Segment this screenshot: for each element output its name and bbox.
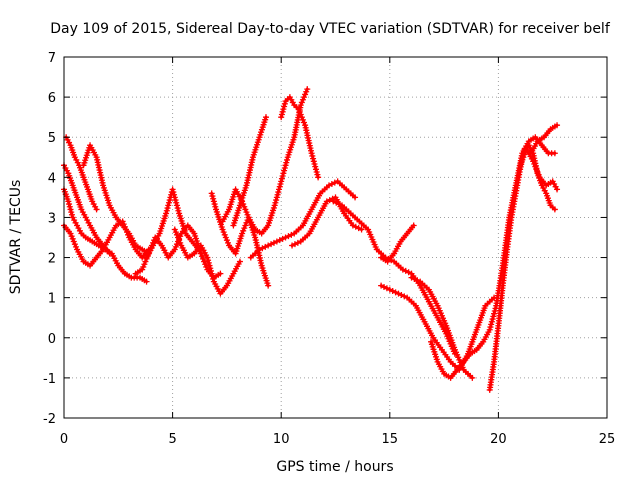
series-trace xyxy=(221,87,309,235)
chart-title: Day 109 of 2015, Sidereal Day-to-day VTE… xyxy=(50,21,611,37)
y-tick-label: 0 xyxy=(48,332,56,347)
y-tick-label: 3 xyxy=(48,211,56,226)
plot-frame xyxy=(63,56,608,419)
series-satellite-track-5 xyxy=(80,142,152,257)
series-satellite-track-8 xyxy=(171,226,243,297)
y-tick-label: -1 xyxy=(43,372,56,387)
y-tick-label: 7 xyxy=(48,51,56,66)
series-trace xyxy=(62,187,149,284)
x-tick-label: 25 xyxy=(599,432,616,447)
data-point-markers xyxy=(517,146,561,193)
data-point-markers xyxy=(289,194,365,249)
series-satellite-track-11 xyxy=(230,114,269,229)
axis-ticks: 0 5 10 15 20 25 -2 -1 0 1 2 3 4 5 6 7 xyxy=(43,51,615,447)
data-point-markers xyxy=(278,94,322,181)
data-point-markers xyxy=(61,186,150,285)
series-satellite-track-20 xyxy=(486,142,558,393)
series-satellite-track-7 xyxy=(132,222,224,281)
data-point-markers xyxy=(527,122,561,157)
series-satellite-track-12 xyxy=(278,94,322,181)
y-tick-label: 5 xyxy=(48,131,56,146)
series-satellite-track-22 xyxy=(527,122,561,157)
y-tick-label: 6 xyxy=(48,91,56,106)
data-point-markers xyxy=(486,142,558,393)
x-tick-label: 20 xyxy=(490,432,507,447)
data-point-markers xyxy=(132,222,224,281)
data-point-markers xyxy=(408,274,476,381)
data-point-markers xyxy=(230,114,269,229)
series-satellite-track-21 xyxy=(517,146,561,193)
series-trace xyxy=(173,227,242,296)
x-tick-label: 10 xyxy=(273,432,290,447)
data-series xyxy=(61,86,561,393)
y-tick-label: -2 xyxy=(43,412,56,427)
data-point-markers xyxy=(378,222,417,265)
data-point-markers xyxy=(247,178,359,261)
y-tick-label: 1 xyxy=(48,292,56,307)
series-satellite-track-2 xyxy=(61,186,150,285)
y-axis-label: SDTVAR / TECUs xyxy=(8,180,24,295)
x-axis-label: GPS time / hours xyxy=(276,459,393,475)
y-tick-label: 2 xyxy=(48,252,56,267)
grid xyxy=(64,57,607,418)
x-tick-label: 15 xyxy=(382,432,399,447)
x-tick-label: 5 xyxy=(168,432,176,447)
series-satellite-track-16 xyxy=(378,222,417,265)
y-tick-label: 4 xyxy=(48,171,56,186)
data-point-markers xyxy=(80,142,152,257)
series-satellite-track-10 xyxy=(219,86,311,237)
x-tick-label: 0 xyxy=(60,432,68,447)
series-satellite-track-14 xyxy=(289,194,365,249)
series-satellite-track-13 xyxy=(247,178,359,261)
series-satellite-track-4 xyxy=(63,134,100,213)
data-point-markers xyxy=(171,226,243,297)
